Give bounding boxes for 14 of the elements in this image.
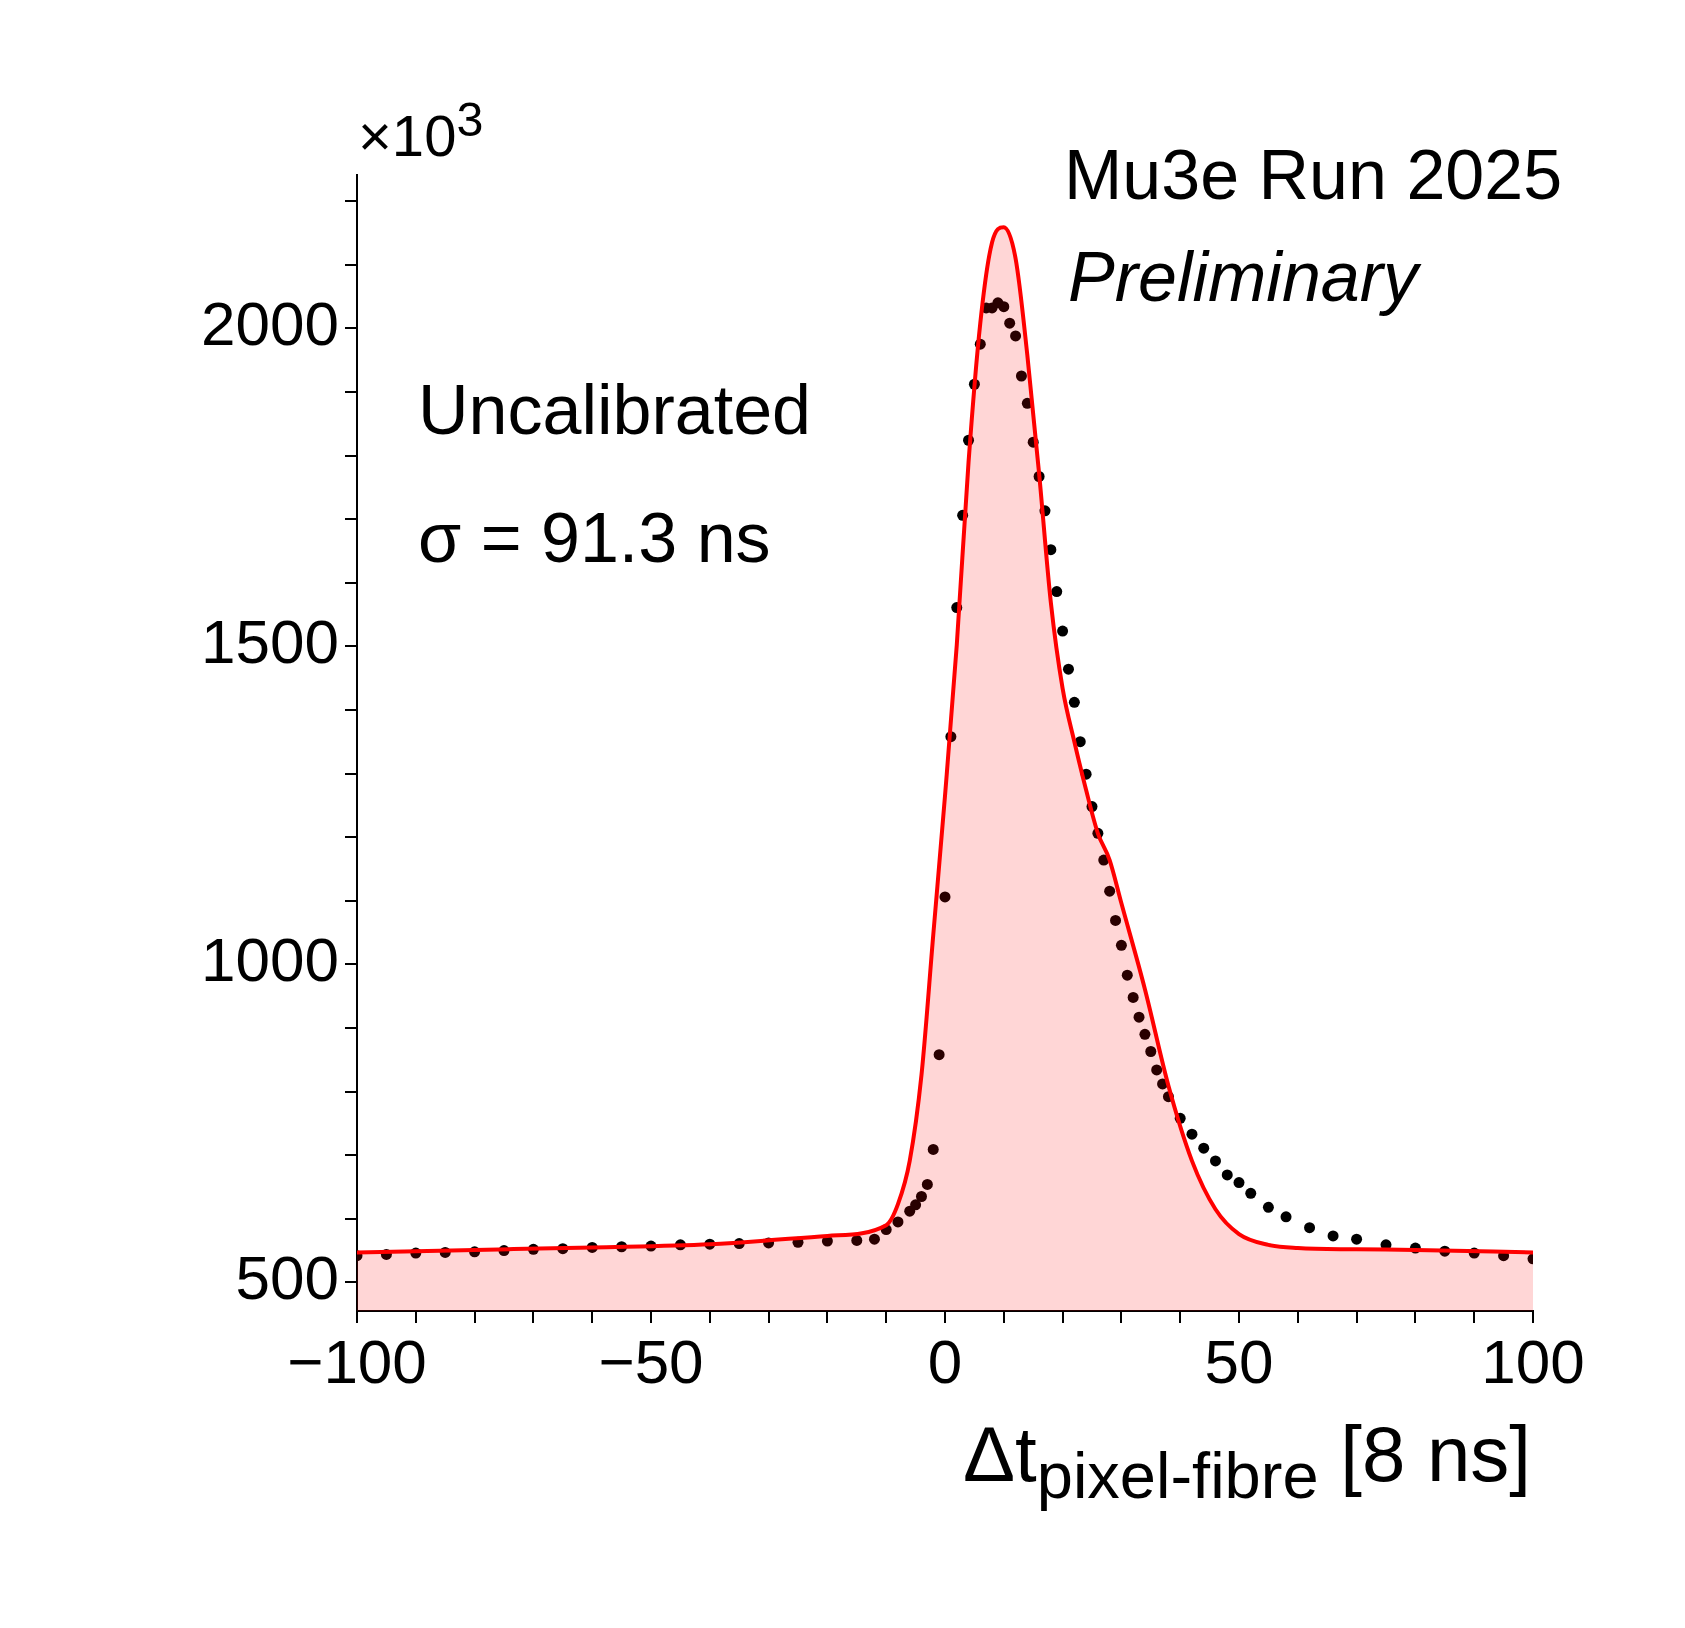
y-tick-label: 2000 — [201, 289, 339, 359]
y-tick-label: 500 — [235, 1243, 339, 1313]
x-tick-label: 50 — [1204, 1327, 1274, 1397]
y-tick-label: 1000 — [201, 925, 339, 995]
y-tick-label: 1500 — [201, 607, 339, 677]
x-tick-label: −100 — [287, 1327, 427, 1397]
annotation: σ = 91.3 ns — [418, 499, 771, 577]
x-tick-label: −50 — [598, 1327, 704, 1397]
annotation: Mu3e Run 2025 — [1064, 136, 1563, 214]
x-tick-label: 0 — [927, 1327, 963, 1397]
text: ×10$^{3}$ — [358, 92, 484, 169]
x-axis-title: Δt$_{pixel-fibre}$ [8 ns] — [962, 1410, 1531, 1512]
x-tick-label: 100 — [1481, 1327, 1585, 1397]
annotation: Uncalibrated — [418, 371, 811, 449]
